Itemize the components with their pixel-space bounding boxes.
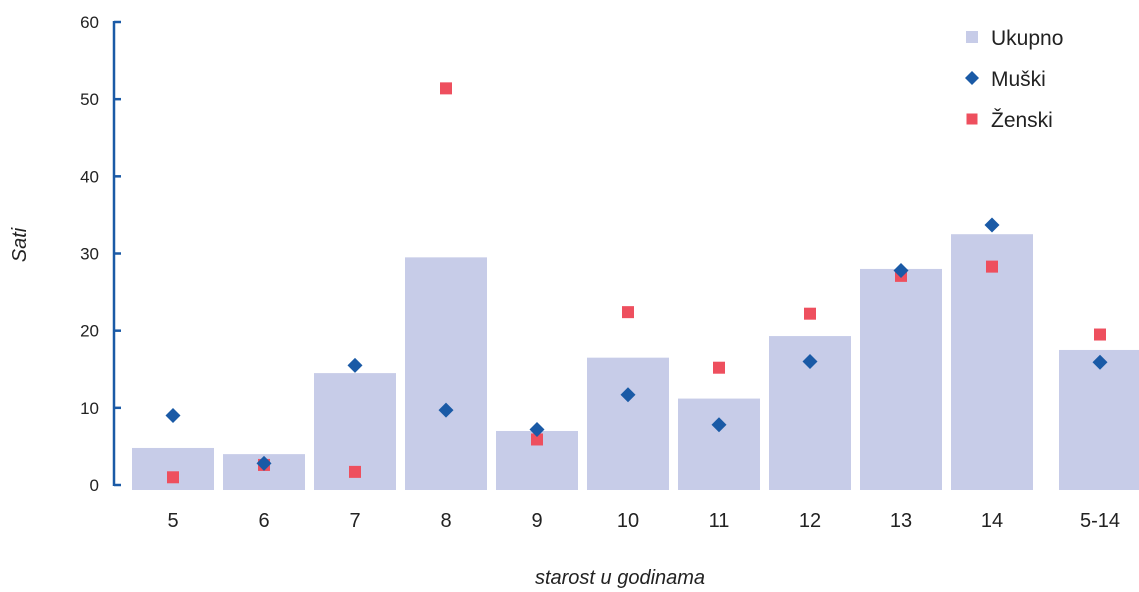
muski-point-10 xyxy=(620,387,636,403)
legend-swatch-ukupno xyxy=(966,31,978,43)
y-tick-label: 20 xyxy=(80,322,99,341)
x-tick-label: 7 xyxy=(349,510,360,532)
zenski-point-12 xyxy=(804,307,816,320)
zenski-point-14 xyxy=(986,260,998,273)
bar-13 xyxy=(860,268,942,490)
x-tick-label: 5-14 xyxy=(1080,510,1120,532)
y-tick-label: 10 xyxy=(80,399,99,418)
y-tick-label: 50 xyxy=(80,90,99,109)
muski-point-7 xyxy=(347,357,363,373)
y-axis: 0 10 20 30 40 50 60 xyxy=(80,13,121,495)
bar-14 xyxy=(951,234,1033,490)
bar-5 xyxy=(132,447,214,490)
y-tick-label: 40 xyxy=(80,167,99,186)
zenski-point-11 xyxy=(713,361,725,374)
x-tick-label: 13 xyxy=(890,510,912,532)
y-tick-label: 60 xyxy=(80,13,99,32)
y-tick-label: 0 xyxy=(90,476,99,495)
x-tick-label: 8 xyxy=(440,510,451,532)
x-tick-label: 9 xyxy=(531,510,542,532)
legend-swatch-muski xyxy=(965,71,979,85)
legend: Ukupno Muški Ženski xyxy=(965,27,1063,132)
legend-label: Ženski xyxy=(991,109,1053,132)
bar-10 xyxy=(587,357,669,490)
legend-label: Ukupno xyxy=(991,27,1063,50)
x-tick-label: 11 xyxy=(709,510,730,532)
x-axis-labels: 5 6 7 8 9 10 11 12 13 14 5-14 xyxy=(167,510,1120,532)
legend-label: Muški xyxy=(991,68,1046,91)
zenski-point-7 xyxy=(349,465,361,478)
markers-layer xyxy=(165,82,1108,484)
bars-layer xyxy=(132,234,1139,490)
muski-point-5 xyxy=(165,408,181,424)
zenski-point-5-14 xyxy=(1094,328,1106,341)
muski-point-5-14 xyxy=(1092,354,1108,370)
muski-point-8 xyxy=(438,402,454,418)
x-axis-title: starost u godinama xyxy=(535,567,705,589)
zenski-point-10 xyxy=(622,306,634,319)
zenski-point-8 xyxy=(440,82,452,95)
y-tick-label: 30 xyxy=(80,245,99,264)
x-tick-label: 12 xyxy=(799,510,821,532)
muski-point-9 xyxy=(529,421,545,437)
x-tick-label: 5 xyxy=(167,510,178,532)
legend-swatch-zenski xyxy=(966,113,978,125)
x-tick-label: 6 xyxy=(258,510,269,532)
muski-point-11 xyxy=(711,417,727,433)
x-tick-label: 14 xyxy=(981,510,1003,532)
muski-point-12 xyxy=(802,354,818,370)
zenski-point-5 xyxy=(167,471,179,484)
muski-point-6 xyxy=(256,455,272,471)
y-axis-title: Sati xyxy=(9,227,31,262)
muski-point-14 xyxy=(984,217,1000,233)
bar-5-14 xyxy=(1059,349,1139,490)
bar-11 xyxy=(678,398,760,490)
x-tick-label: 10 xyxy=(617,510,639,532)
zenski-point-9 xyxy=(531,433,543,446)
muski-point-13 xyxy=(893,262,909,278)
bar-8 xyxy=(405,257,487,490)
